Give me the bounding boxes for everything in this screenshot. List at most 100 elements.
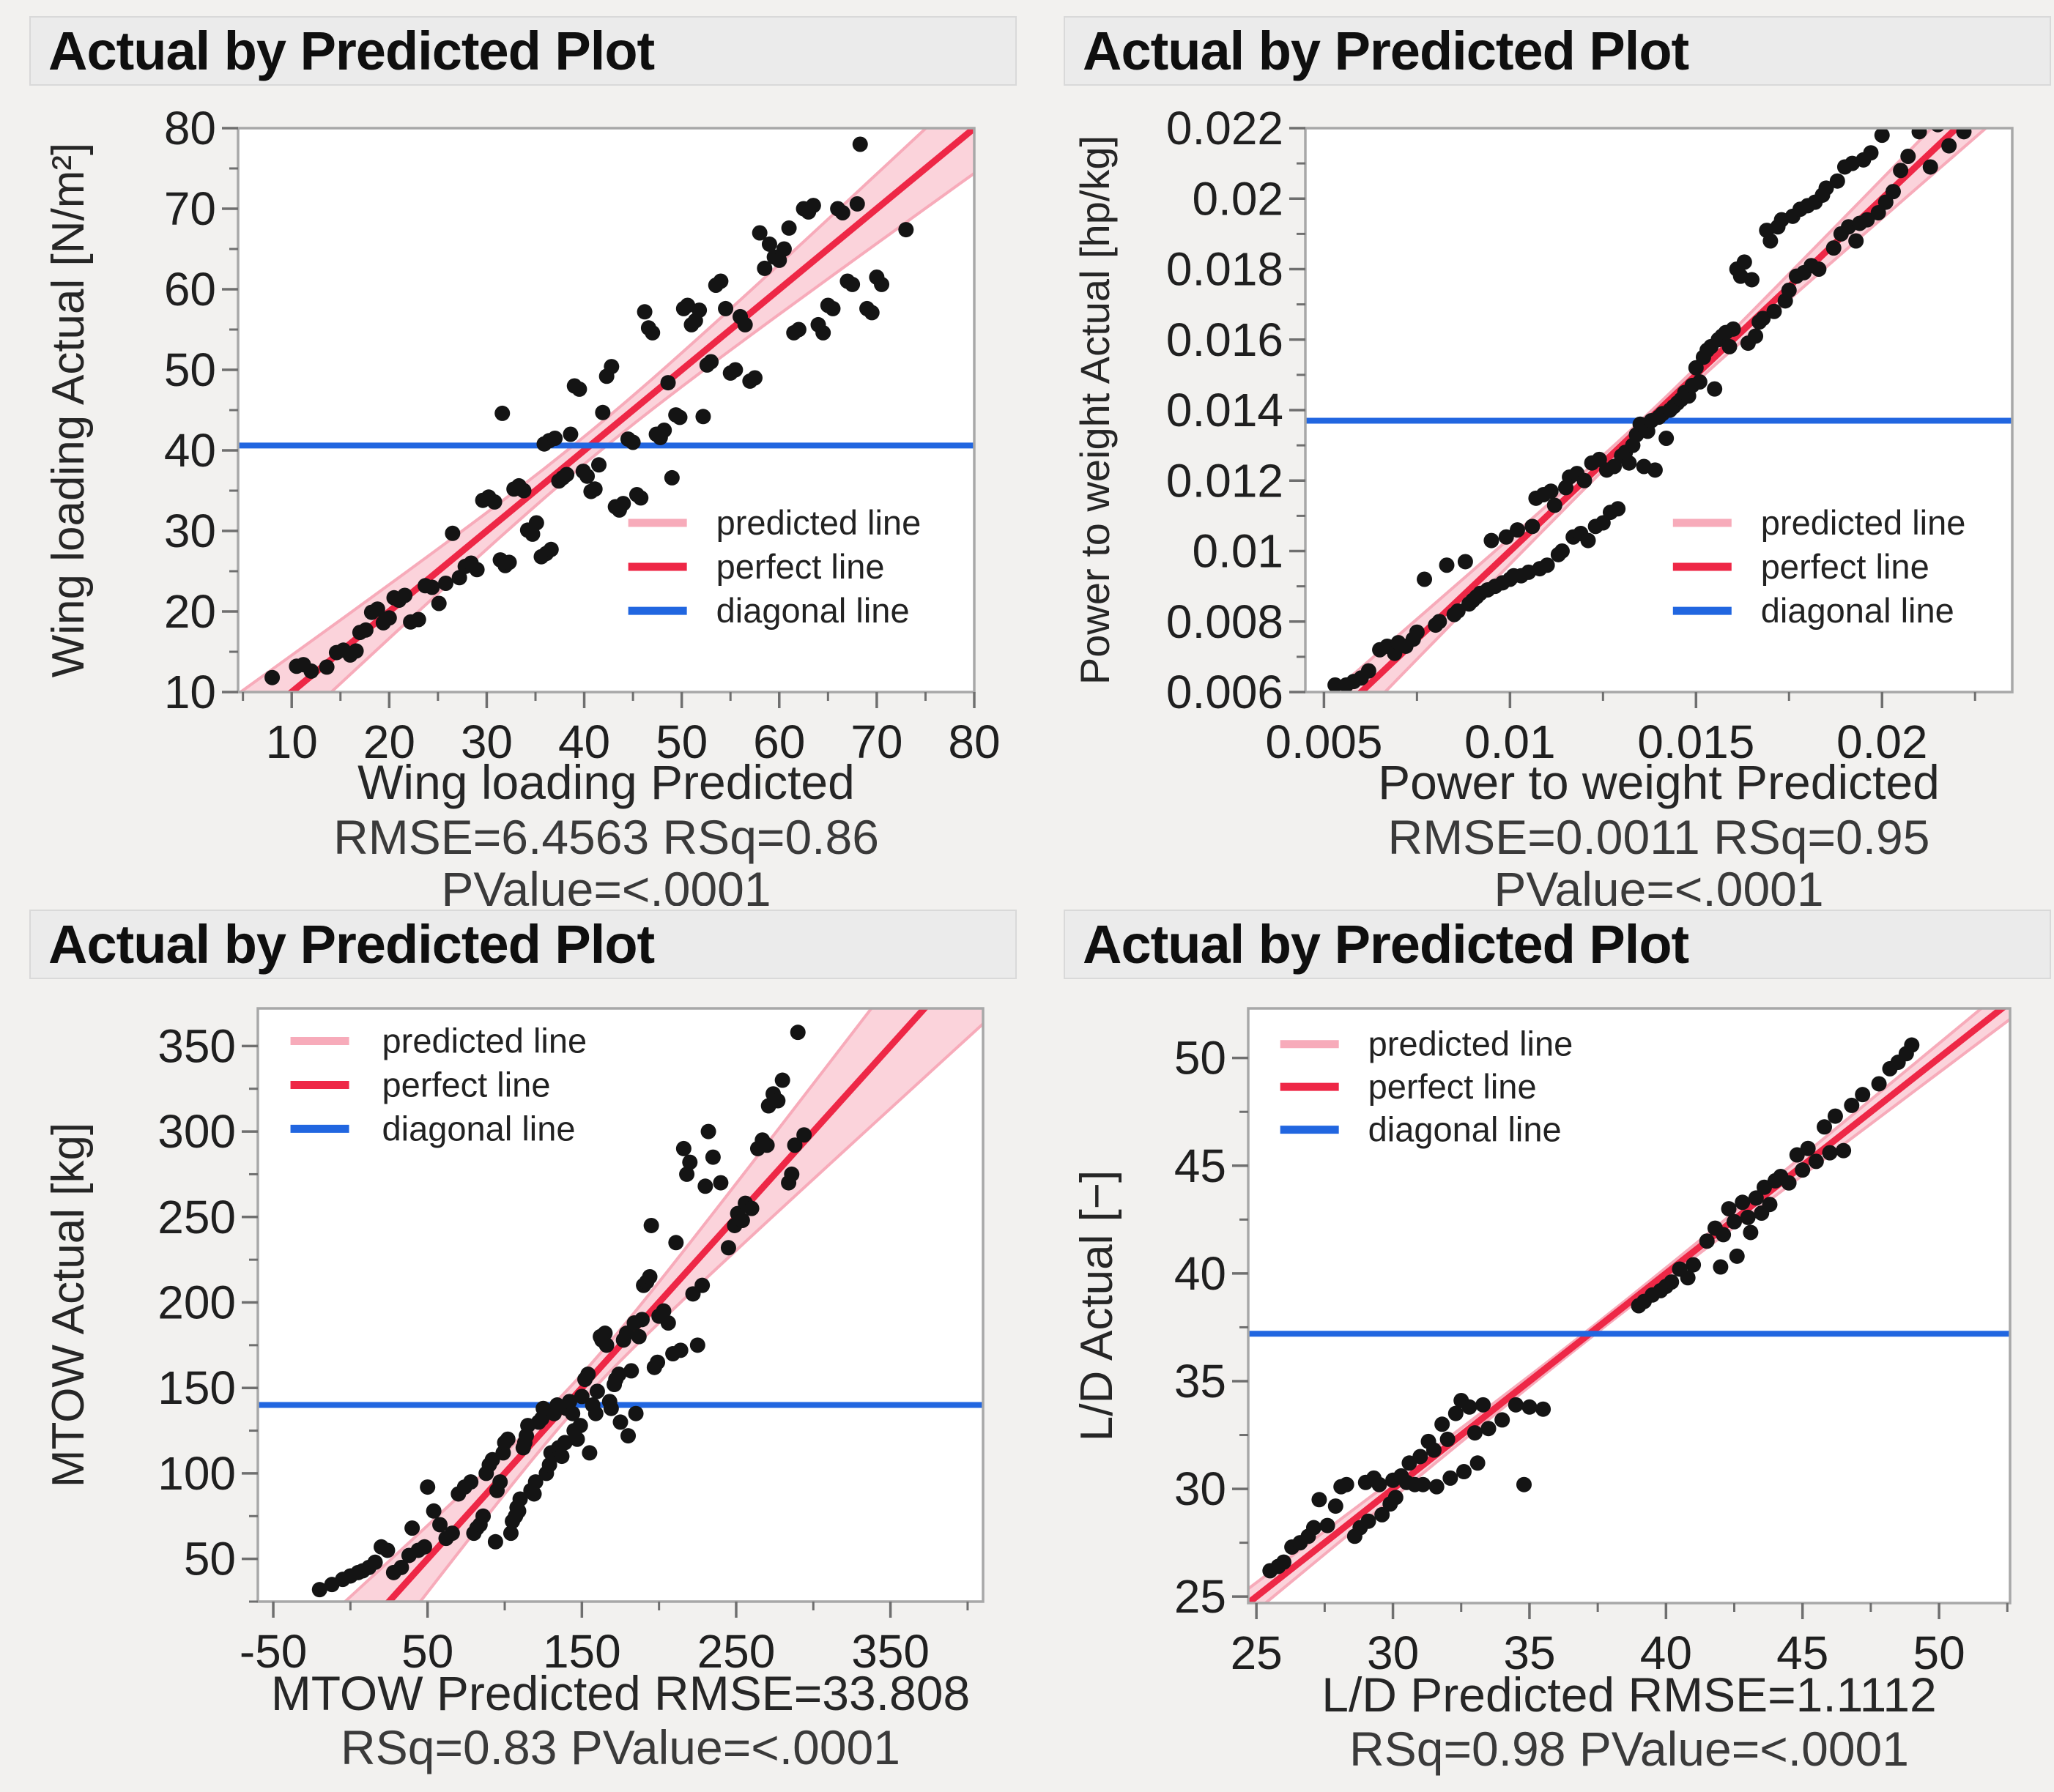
legend-label: perfect line xyxy=(1368,1067,1537,1106)
panel-header: Actual by Predicted Plot xyxy=(1064,16,2051,86)
stats-caption: RSq=0.83 PValue=<.0001 xyxy=(341,1720,900,1774)
svg-text:0.02: 0.02 xyxy=(1836,715,1928,768)
legend-label: perfect line xyxy=(716,547,885,586)
svg-text:80: 80 xyxy=(164,102,216,155)
legend: predicted line perfect line diagonal line xyxy=(1280,1025,1573,1149)
svg-text:30: 30 xyxy=(164,505,216,557)
legend-label: predicted line xyxy=(1761,503,1966,542)
legend: predicted line perfect line diagonal line xyxy=(1672,503,1966,630)
axes: 10 20 30 40 50 60 70 80 10 20 30 40 50 60 70 80 xyxy=(164,102,1001,768)
y-axis-title: L/D Actual [−] xyxy=(1072,1170,1122,1442)
x-axis-title: L/D Predicted RMSE=1.1112 xyxy=(1321,1668,1937,1722)
svg-text:250: 250 xyxy=(157,1191,236,1243)
svg-text:30: 30 xyxy=(1174,1462,1226,1515)
legend: predicted line perfect line diagonal line xyxy=(628,503,922,630)
confidence-band xyxy=(240,128,974,692)
legend-label: predicted line xyxy=(716,503,922,542)
stats-caption: PValue=<.0001 xyxy=(1494,862,1823,906)
svg-text:80: 80 xyxy=(948,715,1000,768)
svg-text:30: 30 xyxy=(461,715,513,768)
svg-text:35: 35 xyxy=(1503,1626,1555,1679)
legend-label: predicted line xyxy=(382,1022,587,1060)
svg-text:40: 40 xyxy=(1640,1626,1692,1679)
x-axis-title: MTOW Predicted RMSE=33.808 xyxy=(271,1666,970,1720)
stats-caption: PValue=<.0001 xyxy=(441,862,771,906)
svg-text:50: 50 xyxy=(184,1533,236,1585)
panel-title: Actual by Predicted Plot xyxy=(48,21,655,81)
svg-text:45: 45 xyxy=(1174,1139,1226,1192)
svg-text:20: 20 xyxy=(164,585,216,638)
svg-text:0.015: 0.015 xyxy=(1637,715,1754,768)
legend: predicted line perfect line diagonal line xyxy=(290,1022,587,1148)
panel-header: Actual by Predicted Plot xyxy=(29,16,1017,86)
panel-power-to-weight: Actual by Predicted Plot 0.005 0.01 0.015 0… xyxy=(1064,16,2051,906)
panel-wing-loading: Actual by Predicted Plot 10 20 30 40 50 60 70 8… xyxy=(29,16,1017,906)
panel-title: Actual by Predicted Plot xyxy=(48,914,655,975)
svg-text:30: 30 xyxy=(1367,1626,1419,1679)
scatter-points xyxy=(311,1025,812,1598)
svg-text:20: 20 xyxy=(363,715,415,768)
svg-text:0.008: 0.008 xyxy=(1166,595,1283,648)
svg-text:45: 45 xyxy=(1776,1626,1828,1679)
svg-text:10: 10 xyxy=(164,666,216,718)
y-axis-title: Power to weight Actual [hp/kg] xyxy=(1072,135,1118,685)
svg-text:0.005: 0.005 xyxy=(1265,715,1382,768)
legend-label: perfect line xyxy=(1761,547,1929,586)
svg-text:50: 50 xyxy=(1913,1626,1965,1679)
legend-label: diagonal line xyxy=(382,1109,576,1148)
axes: 25 30 35 40 45 50 25 30 35 40 45 50 xyxy=(1174,1032,2009,1679)
svg-text:150: 150 xyxy=(543,1625,621,1678)
scatter-points xyxy=(1327,128,1972,692)
svg-text:10: 10 xyxy=(266,715,318,768)
legend-label: predicted line xyxy=(1368,1025,1573,1063)
svg-text:70: 70 xyxy=(850,715,902,768)
panel-ld: Actual by Predicted Plot 25 30 35 40 45 50 25 3… xyxy=(1064,910,2051,1785)
svg-text:35: 35 xyxy=(1174,1355,1226,1408)
perfect-line xyxy=(1248,1008,2008,1603)
stats-caption: RMSE=6.4563 RSq=0.86 xyxy=(333,810,879,864)
svg-text:200: 200 xyxy=(157,1276,236,1328)
svg-text:60: 60 xyxy=(164,263,216,316)
panel-header: Actual by Predicted Plot xyxy=(29,910,1017,979)
svg-text:60: 60 xyxy=(753,715,805,768)
svg-text:350: 350 xyxy=(851,1625,930,1678)
plot-frame xyxy=(1247,1007,2012,1605)
axes: 0.005 0.01 0.015 0.02 0.006 0.008 0.01 0.012 0.0… xyxy=(1166,102,1976,768)
legend-label: diagonal line xyxy=(1368,1110,1562,1149)
panel-title: Actual by Predicted Plot xyxy=(1083,914,1689,975)
svg-text:40: 40 xyxy=(164,424,216,477)
svg-text:0.01: 0.01 xyxy=(1464,715,1556,768)
panel-title: Actual by Predicted Plot xyxy=(1083,21,1689,81)
svg-text:0.02: 0.02 xyxy=(1192,172,1283,225)
svg-text:40: 40 xyxy=(558,715,610,768)
svg-text:0.01: 0.01 xyxy=(1192,525,1283,578)
svg-text:40: 40 xyxy=(1174,1247,1226,1300)
svg-text:50: 50 xyxy=(1174,1032,1226,1085)
svg-text:-50: -50 xyxy=(240,1625,308,1678)
plot-frame xyxy=(256,1007,985,1603)
panel-header: Actual by Predicted Plot xyxy=(1064,910,2051,979)
panel-mtow: Actual by Predicted Plot -50 50 150 250 350 5… xyxy=(29,910,1017,1785)
svg-text:250: 250 xyxy=(697,1625,776,1678)
svg-text:0.022: 0.022 xyxy=(1166,102,1283,155)
band-lower-edge xyxy=(418,1022,983,1602)
svg-text:150: 150 xyxy=(157,1361,236,1414)
svg-text:0.014: 0.014 xyxy=(1166,384,1283,436)
svg-text:50: 50 xyxy=(401,1625,453,1678)
scatter-points xyxy=(264,136,914,685)
x-axis-title: Power to weight Predicted xyxy=(1378,755,1940,809)
svg-text:70: 70 xyxy=(164,182,216,235)
legend-label: perfect line xyxy=(382,1065,551,1104)
svg-text:50: 50 xyxy=(656,715,708,768)
svg-text:0.012: 0.012 xyxy=(1166,454,1283,507)
power-to-weight-chart: 0.005 0.01 0.015 0.02 0.006 0.008 0.01 0.012 0.0… xyxy=(1072,102,2014,906)
stats-caption: RMSE=0.0011 RSq=0.95 xyxy=(1388,810,1930,864)
svg-text:300: 300 xyxy=(157,1105,236,1158)
y-axis-title: Wing loading Actual [N/m²] xyxy=(43,143,94,678)
svg-text:0.006: 0.006 xyxy=(1166,666,1283,718)
scatter-points xyxy=(1262,1037,1920,1579)
legend-label: diagonal line xyxy=(1761,591,1954,630)
wing-loading-chart: 10 20 30 40 50 60 70 80 10 20 30 40 50 60 70 80 Wing loa… xyxy=(43,102,1001,906)
